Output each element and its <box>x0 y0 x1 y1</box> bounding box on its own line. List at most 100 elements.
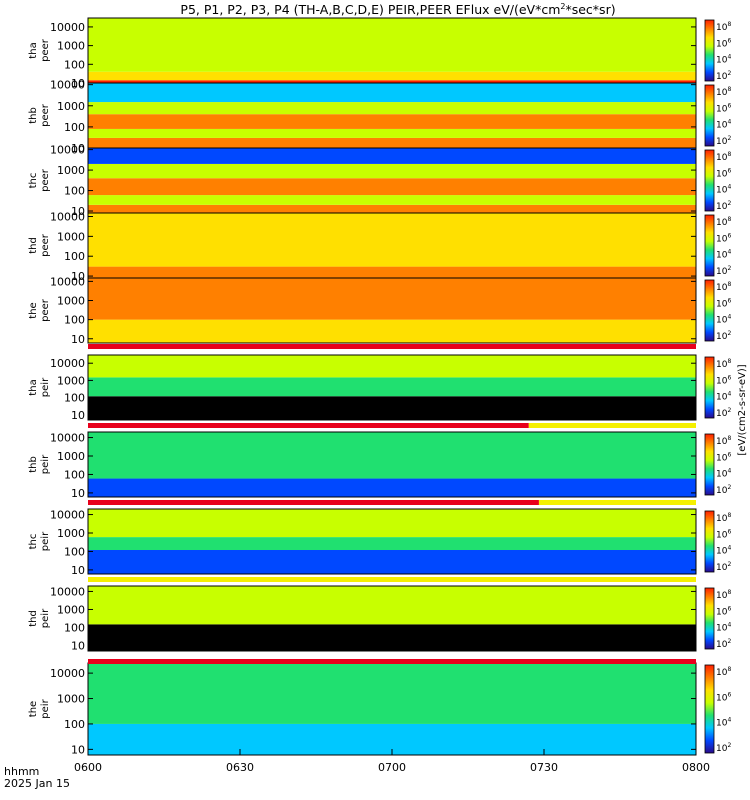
chart-title: P5, P1, P2, P3, P4 (TH-A,B,C,D,E) PEIR,P… <box>180 2 615 17</box>
panel-product-label: peir <box>40 377 51 397</box>
date-label: 2025 Jan 15 <box>4 777 70 790</box>
y-tick-label: 10 <box>71 743 85 756</box>
y-tick-label: 10000 <box>50 357 85 370</box>
mode-bars <box>88 344 696 664</box>
panel-thc-peir: 10 100 1000 10000 thc peir 108 106 104 102 <box>28 508 731 577</box>
y-tick-label: 10000 <box>50 667 85 680</box>
y-tick-label: 1000 <box>57 294 85 307</box>
colorbar-tick-label: 104 <box>716 391 731 403</box>
colorbar-tick-label: 108 <box>716 151 731 163</box>
colorbar-tick-label: 102 <box>716 742 731 754</box>
colorbar-tick-label: 106 <box>716 297 731 309</box>
spectrogram-band <box>88 163 696 179</box>
colorbar <box>704 587 715 650</box>
colorbar <box>704 19 715 82</box>
y-tick-label: 1000 <box>57 230 85 243</box>
colorbar-tick-label: 102 <box>716 70 731 82</box>
panel-the-peir: 10 100 1000 10000 the peir 108 106 104 102 <box>28 662 731 756</box>
spectrogram-band <box>88 71 696 81</box>
colorbar <box>704 214 715 277</box>
spectrogram-band <box>88 396 696 420</box>
panel-probe-label: thd <box>28 610 39 627</box>
mode-bar-segment <box>528 423 696 428</box>
panel-probe-label: tha <box>28 42 39 58</box>
panel-tha-peer: 10 100 1000 10000 tha peer 108 106 104 102 <box>28 17 731 90</box>
colorbar-tick-label: 104 <box>716 54 731 66</box>
mode-bar-segment <box>88 423 529 428</box>
colorbar-tick-label: 106 <box>716 167 731 179</box>
spectrogram-band <box>88 178 696 196</box>
colorbar-tick-label: 102 <box>716 561 731 573</box>
y-tick-label: 10000 <box>50 275 85 288</box>
y-tick-label: 10 <box>71 270 85 283</box>
colorbar <box>704 510 715 573</box>
y-tick-label: 10000 <box>50 144 85 157</box>
colorbar <box>704 279 715 342</box>
y-tick-label: 10000 <box>50 585 85 598</box>
panel-product-label: peer <box>40 168 51 192</box>
spectrogram-band <box>88 509 696 538</box>
x-tick-label: 0630 <box>226 761 254 774</box>
colorbar-tick-label: 104 <box>716 468 731 480</box>
colorbar-tick-label: 108 <box>716 435 731 447</box>
y-tick-label: 10 <box>71 77 85 90</box>
y-tick-label: 100 <box>64 185 85 198</box>
colorbar <box>704 433 715 496</box>
panel-probe-label: thc <box>28 173 39 189</box>
panel-product-label: peir <box>40 531 51 551</box>
colorbar <box>704 356 715 419</box>
colorbar-tick-label: 108 <box>716 358 731 370</box>
mode-bar-segment <box>88 344 696 349</box>
panel-frame <box>87 431 697 498</box>
y-tick-label: 1000 <box>57 603 85 616</box>
colorbar-tick-label: 106 <box>716 528 731 540</box>
spectrogram-band <box>88 213 696 267</box>
panel-probe-label: thb <box>28 456 39 473</box>
colorbar-tick-label: 108 <box>716 281 731 293</box>
y-tick-label: 1000 <box>57 164 85 177</box>
panel-probe-label: thb <box>28 107 39 124</box>
panel-thd-peer: 10 100 1000 10000 thd peer 108 106 104 102 <box>28 210 731 283</box>
y-tick-label: 10 <box>71 205 85 218</box>
colorbar <box>704 664 715 754</box>
spectrogram-band <box>88 83 696 103</box>
colorbar-tick-label: 104 <box>716 717 731 729</box>
x-tick-label: 0800 <box>682 761 710 774</box>
panel-tha-peir: 10 100 1000 10000 tha peir 108 106 104 102 <box>28 354 731 422</box>
panel-product-label: peir <box>40 698 51 718</box>
colorbar-tick-label: 108 <box>716 589 731 601</box>
y-tick-label: 10 <box>71 564 85 577</box>
spectrogram-band <box>88 128 696 138</box>
panel-probe-label: thd <box>28 237 39 254</box>
spectrogram-band <box>88 355 696 378</box>
spectrogram-band <box>88 204 696 213</box>
spectrogram-band <box>88 663 696 724</box>
y-tick-label: 100 <box>64 58 85 71</box>
y-tick-label: 100 <box>64 392 85 405</box>
spectrogram-band <box>88 549 696 574</box>
spectrogram-band <box>88 266 696 278</box>
colorbar-tick-label: 108 <box>716 21 731 33</box>
y-tick-label: 1000 <box>57 450 85 463</box>
panel-probe-label: thc <box>28 534 39 550</box>
colorbar-tick-label: 108 <box>716 512 731 524</box>
colorbar-tick-label: 104 <box>716 249 731 261</box>
panel-thc-peer: 10 100 1000 10000 thc peer 108 106 104 102 <box>28 144 731 218</box>
colorbar-tick-label: 106 <box>716 102 731 114</box>
spectrogram-band <box>88 102 696 115</box>
colorbar-tick-label: 108 <box>716 666 731 678</box>
panel-frame <box>87 354 697 421</box>
panel-probe-label: the <box>28 302 39 318</box>
colorbar-tick-label: 102 <box>716 330 731 342</box>
colorbar-tick-label: 106 <box>716 374 731 386</box>
panel-product-label: peir <box>40 454 51 474</box>
x-tick-label: 0730 <box>530 761 558 774</box>
panel-the-peer: 10 100 1000 10000 the peer 108 106 104 102 <box>28 275 731 345</box>
y-tick-label: 1000 <box>57 374 85 387</box>
colorbar <box>704 149 715 212</box>
panel-probe-label: tha <box>28 379 39 395</box>
time-axis-label: hhmm <box>4 765 39 778</box>
colorbar-tick-label: 106 <box>716 691 731 703</box>
panel-frame <box>87 508 697 575</box>
